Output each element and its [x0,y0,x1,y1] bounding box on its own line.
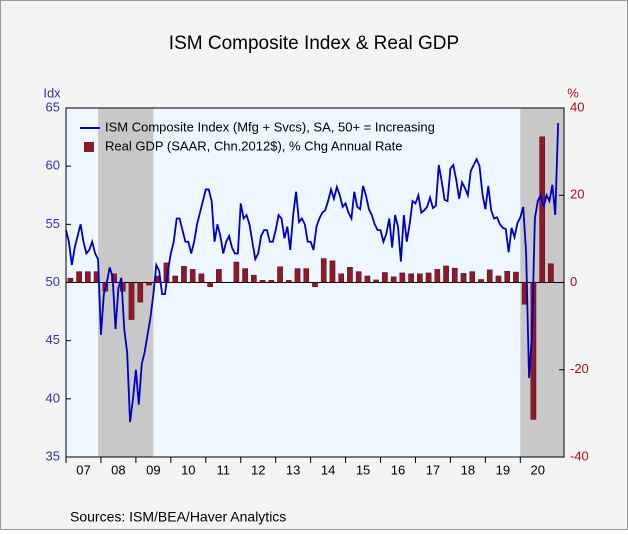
bar [259,280,266,283]
bar [303,268,310,283]
y-tick-label: 50 [46,274,60,289]
bar [76,271,82,283]
x-tick-label: 14 [321,462,335,477]
chart-title: ISM Composite Index & Real GDP [169,33,459,54]
x-tick-label: 17 [426,462,440,477]
bar [251,274,257,283]
y2-tick-label: -40 [570,448,589,463]
bar [478,279,484,283]
bar [216,269,222,283]
bar [294,268,301,283]
y-axis-label: Idx [43,85,61,100]
y2-tick-label: 0 [570,274,577,289]
bar [268,280,275,283]
bar [373,279,379,283]
bar [425,272,432,283]
bar [451,267,458,283]
bar [434,269,441,283]
bar [469,271,476,283]
bar [486,269,493,283]
legend-label: ISM Composite Index (Mfg + Svcs), SA, 50… [105,119,435,134]
y2-tick-label: 40 [570,99,584,114]
y-tick-label: 35 [46,448,60,463]
bar [85,271,91,283]
x-tick-label: 18 [461,462,475,477]
bar [111,273,117,283]
x-tick-label: 15 [356,462,370,477]
x-tick-label: 07 [76,462,90,477]
x-tick-label: 09 [146,462,160,477]
bar [417,273,423,283]
x-tick-label: 16 [391,462,405,477]
x-tick-label: 08 [111,462,125,477]
y-tick-label: 60 [46,158,60,173]
legend-label: Real GDP (SAAR, Chn.2012$), % Chg Annual… [105,138,402,153]
y2-axis-label: % [567,85,579,100]
bar [146,282,152,286]
bar [329,260,336,283]
bar [285,280,292,283]
legend-swatch [84,142,94,152]
bar [539,136,545,283]
y-tick-label: 45 [46,332,60,347]
bar [242,268,248,283]
bar [443,265,449,283]
bar [408,273,414,283]
x-tick-label: 19 [496,462,510,477]
bar [347,267,353,283]
bar [233,261,240,283]
x-tick-label: 20 [531,462,545,477]
bar [355,271,362,283]
x-tick-label: 11 [217,462,231,477]
y-tick-label: 40 [46,390,60,405]
bar [513,271,519,283]
bar [390,276,397,283]
x-tick-label: 12 [251,462,265,477]
bar [320,258,327,283]
bar [67,277,74,283]
y2-tick-label: 20 [570,187,584,202]
bar [338,273,345,283]
x-tick-label: 10 [181,462,195,477]
bar [504,270,511,283]
bar [548,263,554,283]
line [65,123,560,423]
bar [189,269,196,283]
bar [495,275,502,283]
y-tick-label: 55 [46,216,60,231]
bar [207,282,213,288]
bar [137,282,144,303]
bar [312,282,318,288]
y2-tick-label: -20 [570,361,589,376]
bar [382,272,388,283]
plot-border [65,107,565,458]
bar [460,273,467,283]
bar [172,275,179,283]
bar [181,266,187,283]
x-tick-label: 13 [286,462,300,477]
y-tick-label: 65 [46,99,60,114]
bar [399,272,406,283]
bar [364,275,371,283]
bar [277,266,283,283]
bar [198,273,205,283]
source: Sources: ISM/BEA/Haver Analytics [70,509,286,525]
bar [128,282,135,320]
